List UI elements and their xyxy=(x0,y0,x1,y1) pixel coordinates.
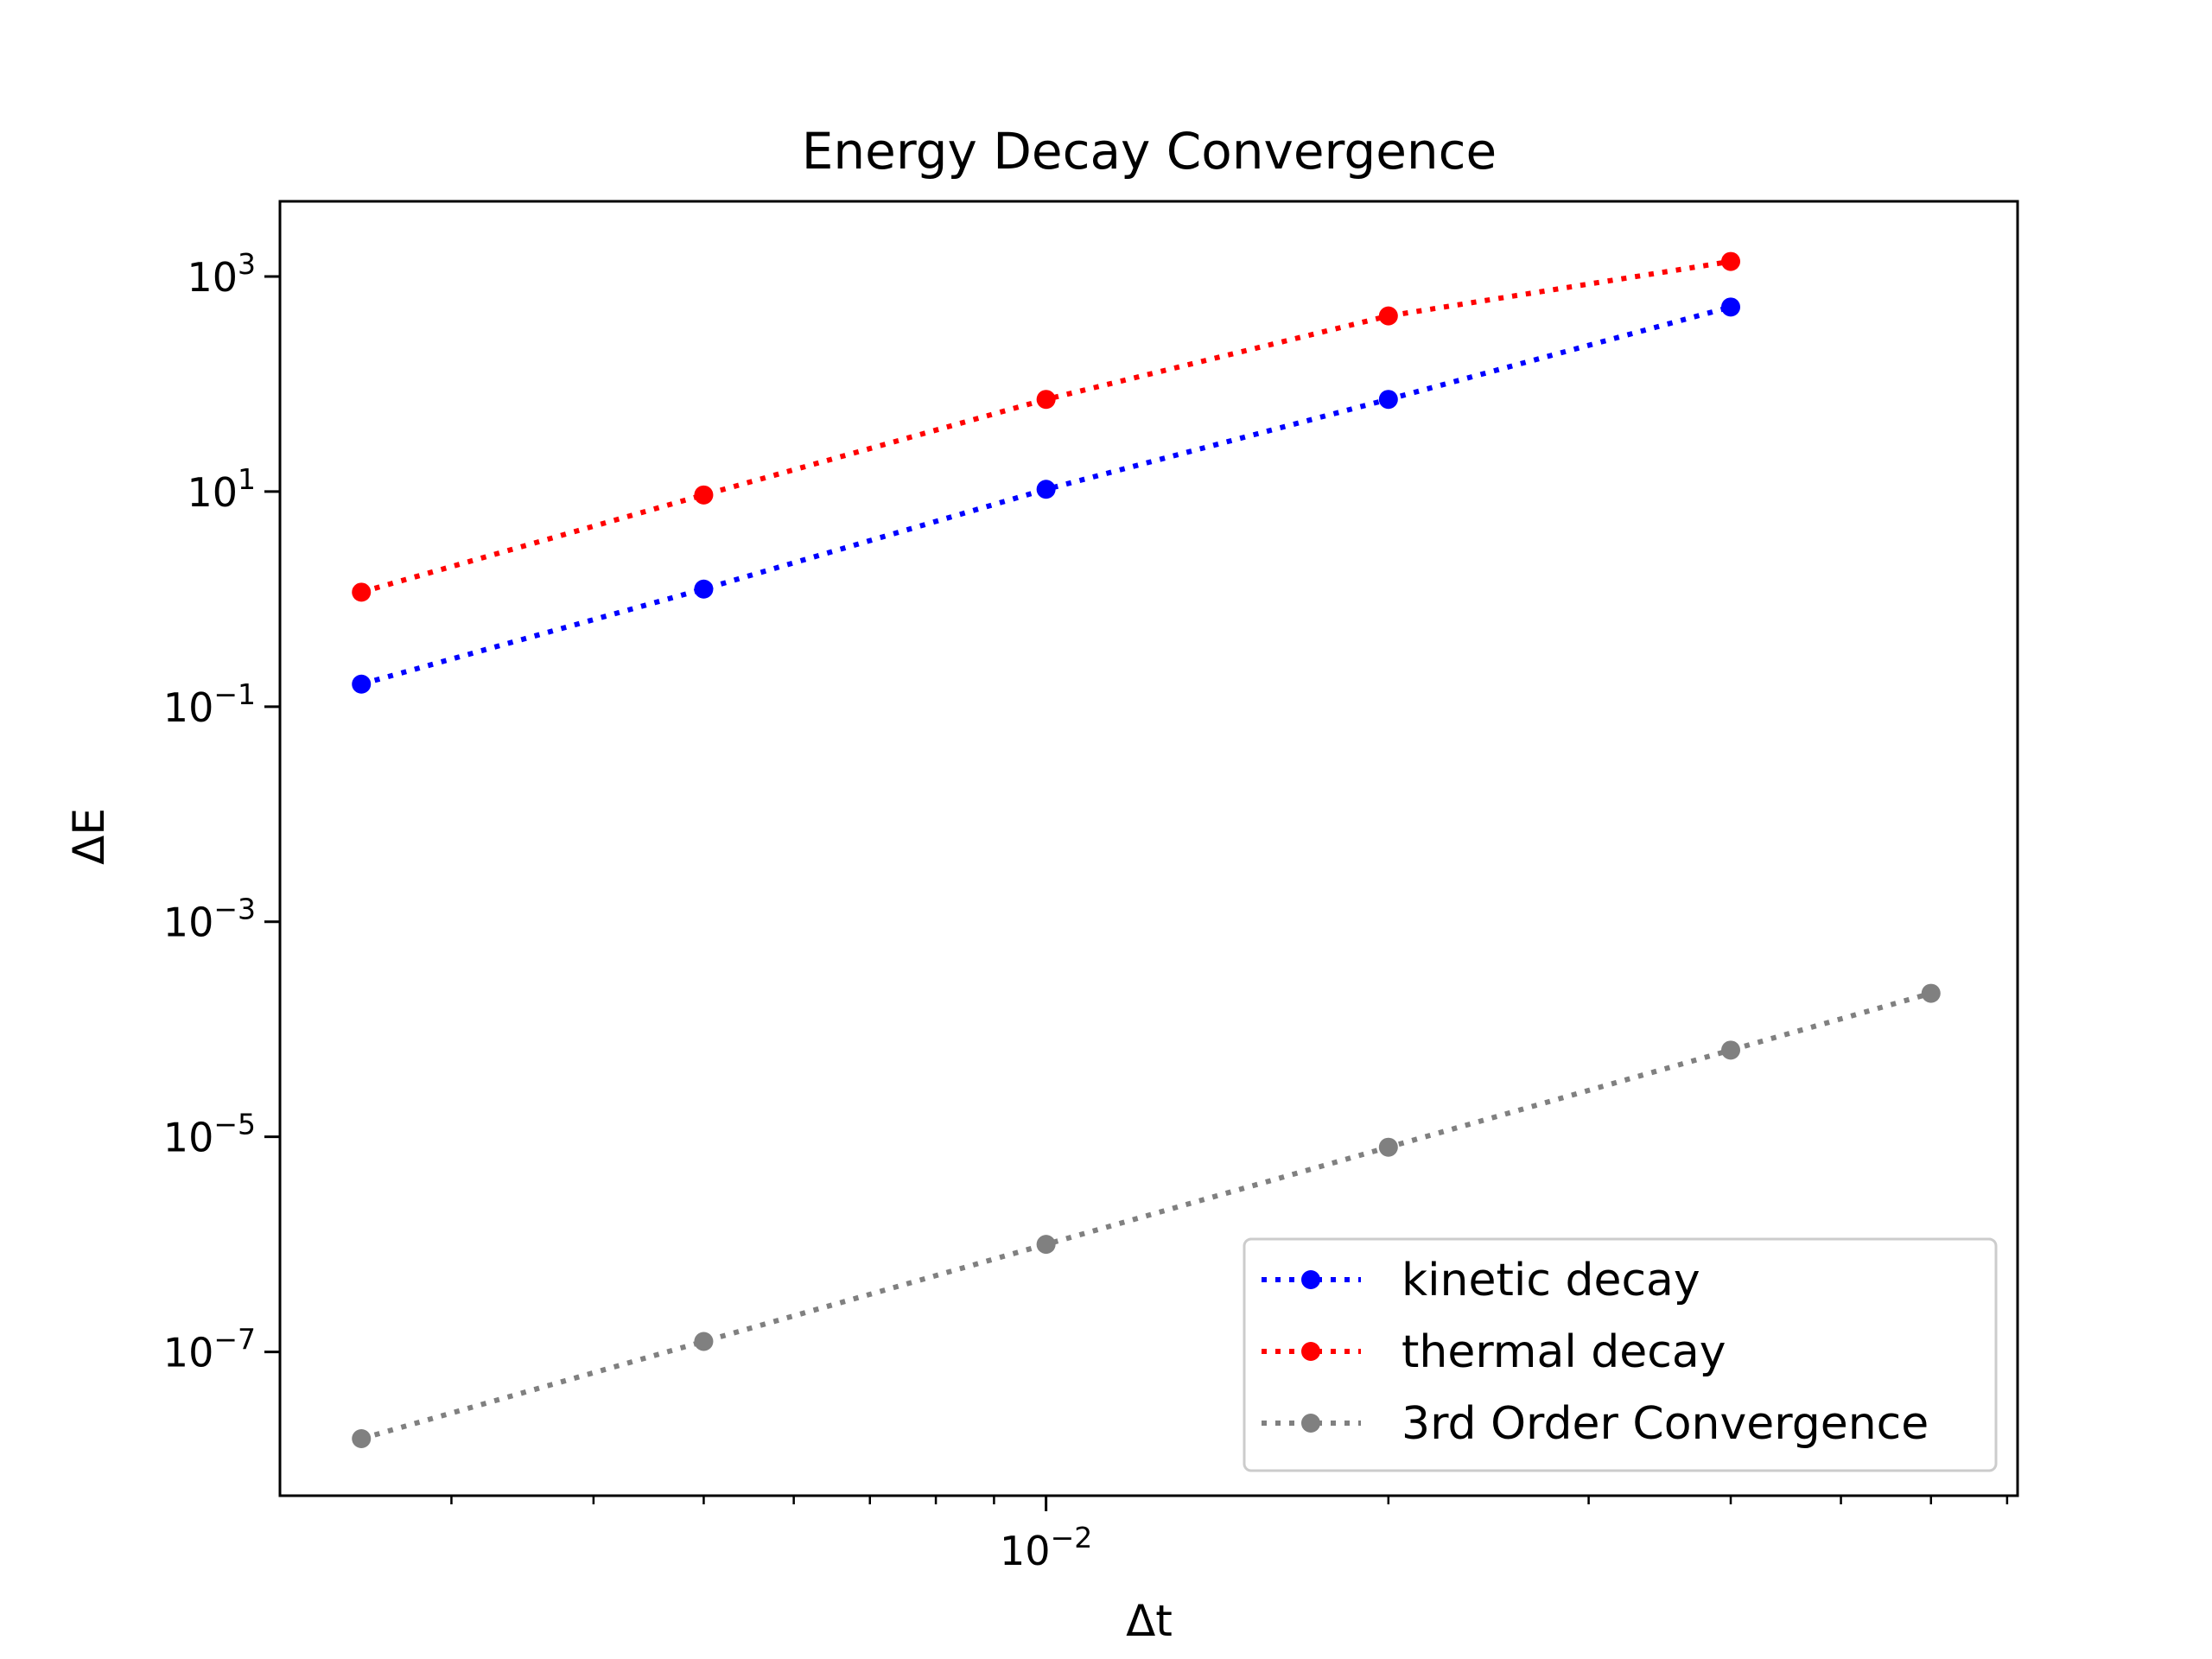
data-point xyxy=(1378,390,1398,410)
legend-label: 3rd Order Convergence xyxy=(1402,1398,1929,1450)
legend-marker xyxy=(1301,1270,1320,1289)
y-tick-label: 101 xyxy=(187,462,256,516)
plot-area-frame xyxy=(278,200,2019,1497)
major-ticks: 10−2 10−7 10−5 10−3 10−1 101 103 xyxy=(163,247,1092,1574)
legend-label: thermal decay xyxy=(1402,1326,1726,1378)
data-point xyxy=(1036,480,1056,499)
series-line xyxy=(360,304,1732,687)
series-line xyxy=(360,990,1932,1441)
x-axis-label: Δt xyxy=(1126,1596,1173,1646)
data-point xyxy=(352,582,372,602)
x-tick-label: 10−2 xyxy=(1000,1521,1092,1574)
data-point xyxy=(694,579,714,599)
legend-marker xyxy=(1301,1414,1320,1433)
data-point xyxy=(1378,306,1398,326)
legend-label: kinetic decay xyxy=(1402,1255,1700,1306)
data-point xyxy=(352,1428,372,1448)
legend-box xyxy=(1243,1237,1998,1472)
legend: kinetic decay thermal decay 3rd Order Conv… xyxy=(1243,1237,1998,1472)
data-point xyxy=(1036,1235,1056,1255)
x-minor-ticks xyxy=(450,1496,2009,1504)
y-tick-label: 10−5 xyxy=(163,1108,256,1161)
data-point xyxy=(352,674,372,694)
y-tick-label: 10−1 xyxy=(163,677,256,731)
y-tick-label: 10−3 xyxy=(163,893,256,946)
legend-marker xyxy=(1301,1342,1320,1361)
data-point xyxy=(1921,983,1941,1003)
data-point xyxy=(694,1332,714,1351)
data-point xyxy=(1721,1040,1741,1060)
y-tick-label: 103 xyxy=(187,247,256,301)
plot-series xyxy=(352,251,1941,1448)
data-point xyxy=(1721,297,1741,317)
data-point xyxy=(1378,1137,1398,1157)
series-line xyxy=(360,258,1732,595)
y-tick-label: 10−7 xyxy=(163,1323,256,1376)
y-axis-label: ΔE xyxy=(64,808,114,865)
chart-title: Energy Decay Convergence xyxy=(802,122,1497,181)
data-point xyxy=(694,485,714,505)
data-point xyxy=(1721,251,1741,271)
data-point xyxy=(1036,390,1056,410)
